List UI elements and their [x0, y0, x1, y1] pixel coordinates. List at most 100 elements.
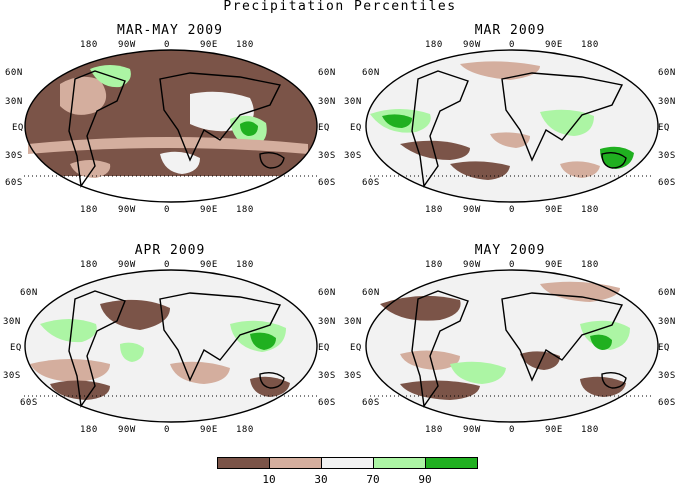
map-panel-mar: MAR 2009 180 90W 0 90E 180 60N 30N EQ 30… — [340, 24, 680, 220]
lon-label-top: 0 — [509, 260, 515, 270]
legend-swatch — [425, 457, 478, 469]
lon-label-bottom: 90E — [200, 425, 218, 435]
lat-label-left: 30S — [344, 371, 362, 381]
lat-label-left: 60S — [5, 178, 23, 188]
lon-label-top: 0 — [509, 40, 515, 50]
lat-label-right: EQ — [658, 343, 670, 353]
lat-label-right: 30S — [318, 371, 336, 381]
lat-label-left: EQ — [10, 343, 22, 353]
world-map — [24, 269, 320, 423]
lat-label-left: EQ — [350, 123, 362, 133]
world-map — [365, 269, 659, 423]
panel-title: MAR 2009 — [474, 23, 546, 38]
lon-label-bottom: 0 — [164, 425, 170, 435]
lon-label-top: 90E — [200, 40, 218, 50]
lat-label-right: 30N — [318, 97, 336, 107]
lat-label-left: 30N — [344, 97, 362, 107]
legend-tick-label: 10 — [262, 473, 276, 486]
lat-label-right: 60N — [658, 288, 676, 298]
lon-label-top: 180 — [425, 260, 443, 270]
lon-label-top: 180 — [581, 260, 599, 270]
lon-label-bottom: 180 — [581, 425, 599, 435]
lon-label-bottom: 90W — [463, 425, 481, 435]
panel-title: APR 2009 — [134, 243, 206, 258]
lon-label-top: 180 — [425, 40, 443, 50]
lat-label-left: 30N — [344, 317, 362, 327]
lat-label-right: 60N — [318, 288, 336, 298]
lat-label-right: 30N — [658, 97, 676, 107]
lat-label-left: 60N — [20, 288, 38, 298]
lat-label-left: EQ — [12, 123, 24, 133]
lon-label-bottom: 90W — [118, 425, 136, 435]
lon-label-bottom: 90E — [545, 425, 563, 435]
lon-label-top: 90E — [200, 260, 218, 270]
lon-label-bottom: 0 — [509, 425, 515, 435]
lat-label-right: 60S — [658, 398, 676, 408]
panel-title: MAR-MAY 2009 — [117, 23, 223, 38]
lat-label-left: 60N — [362, 68, 380, 78]
lat-label-right: 60S — [658, 178, 676, 188]
lat-label-right: EQ — [658, 123, 670, 133]
figure-title: Precipitation Percentiles — [223, 0, 457, 14]
lat-label-right: 60N — [658, 68, 676, 78]
world-map — [365, 49, 659, 203]
legend-tick-label: 30 — [314, 473, 328, 486]
lon-label-bottom: 0 — [164, 205, 170, 215]
lat-label-left: EQ — [350, 343, 362, 353]
lat-label-left: 60S — [20, 398, 38, 408]
lon-label-bottom: 90E — [200, 205, 218, 215]
legend-tick-label: 90 — [418, 473, 432, 486]
lat-label-right: 30S — [658, 151, 676, 161]
lon-label-bottom: 90W — [463, 205, 481, 215]
lon-label-top: 90W — [118, 260, 136, 270]
lat-label-left: 30N — [5, 97, 23, 107]
lon-label-top: 180 — [236, 260, 254, 270]
lon-label-bottom: 0 — [509, 205, 515, 215]
lon-label-top: 90W — [118, 40, 136, 50]
lon-label-top: 180 — [80, 40, 98, 50]
lon-label-bottom: 180 — [236, 205, 254, 215]
lat-label-left: 30S — [3, 371, 21, 381]
lon-label-bottom: 180 — [425, 425, 443, 435]
lon-label-bottom: 180 — [236, 425, 254, 435]
map-panel-apr: APR 2009 180 90W 0 90E 180 60N 30N EQ 30… — [0, 244, 340, 440]
lon-label-bottom: 180 — [80, 425, 98, 435]
lat-label-right: EQ — [318, 343, 330, 353]
lon-label-top: 180 — [581, 40, 599, 50]
lat-label-left: 60N — [362, 288, 380, 298]
lat-label-right: 30N — [658, 317, 676, 327]
lat-label-left: 30S — [5, 151, 23, 161]
lon-label-top: 90W — [463, 40, 481, 50]
lon-label-bottom: 180 — [581, 205, 599, 215]
lon-label-top: 90E — [545, 260, 563, 270]
map-panel-may: MAY 2009 180 90W 0 90E 180 60N 30N EQ 30… — [340, 244, 680, 440]
legend-swatch — [217, 457, 270, 469]
world-map — [24, 49, 320, 206]
map-panel-mar-may: MAR-MAY 2009 180 90W 0 90E 180 60N 30N E… — [0, 24, 340, 220]
lat-label-right: 30N — [318, 317, 336, 327]
lon-label-top: 180 — [236, 40, 254, 50]
lon-label-bottom: 180 — [425, 205, 443, 215]
lat-label-right: 60S — [318, 398, 336, 408]
lon-label-top: 0 — [164, 260, 170, 270]
lat-label-left: 60S — [362, 398, 380, 408]
legend-swatch — [373, 457, 426, 469]
lat-label-right: 60N — [318, 68, 336, 78]
panel-title: MAY 2009 — [474, 243, 546, 258]
lat-label-right: 30S — [658, 371, 676, 381]
lat-label-left: 60S — [362, 178, 380, 188]
lon-label-top: 180 — [80, 260, 98, 270]
legend-tick-label: 70 — [366, 473, 380, 486]
lat-label-right: EQ — [318, 123, 330, 133]
lat-label-right: 60S — [318, 178, 336, 188]
lat-label-right: 30S — [318, 151, 336, 161]
lon-label-top: 90E — [545, 40, 563, 50]
legend-swatch — [269, 457, 322, 469]
lon-label-bottom: 180 — [80, 205, 98, 215]
lon-label-top: 90W — [463, 260, 481, 270]
lon-label-bottom: 90W — [118, 205, 136, 215]
lat-label-left: 30N — [3, 317, 21, 327]
legend-swatch — [321, 457, 374, 469]
lon-label-bottom: 90E — [545, 205, 563, 215]
lon-label-top: 0 — [164, 40, 170, 50]
